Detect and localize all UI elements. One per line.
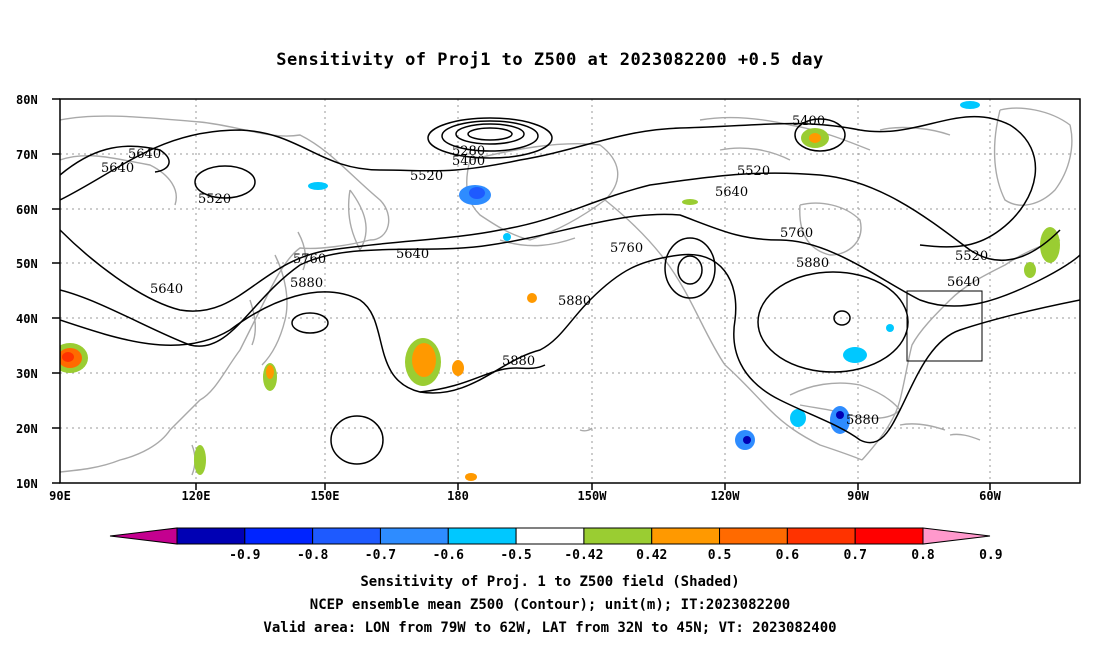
lon-label-90w: 90W (847, 489, 869, 503)
contour-labels: 5280 5400 5400 5520 5520 5520 5520 5640 … (101, 114, 988, 428)
colorbar-swatch (244, 527, 314, 545)
contour-label-5640: 5640 (101, 161, 134, 176)
contour-label-5400: 5400 (452, 154, 485, 169)
colorbar-label: -0.8 (297, 548, 328, 563)
contour-label-5880: 5880 (796, 256, 829, 271)
colorbar-arrow-high (922, 527, 991, 545)
lat-label-60n: 60N (16, 203, 38, 217)
colorbar-label: 0.9 (979, 548, 1002, 563)
valid-area-box (906, 290, 983, 362)
contour-label-5520: 5520 (737, 164, 770, 179)
colorbar-label: 0.8 (911, 548, 935, 563)
colorbar-label: 0.5 (708, 548, 731, 563)
lon-label-150w: 150W (578, 489, 608, 503)
contour-label-5640: 5640 (150, 282, 183, 297)
lon-label-120w: 120W (711, 489, 741, 503)
colorbar-swatch (447, 527, 517, 545)
lat-label-50n: 50N (16, 257, 38, 271)
colorbar-swatch (312, 527, 381, 545)
colorbar-label: -0.9 (229, 548, 260, 563)
colorbar-swatch (651, 527, 721, 545)
lat-label-20n: 20N (16, 422, 38, 436)
contour-label-5880: 5880 (502, 354, 535, 369)
caption-line-1: Sensitivity of Proj. 1 to Z500 field (Sh… (360, 574, 740, 590)
colorbar-swatch (176, 527, 246, 545)
contour-label-5880: 5880 (558, 294, 591, 309)
colorbar-swatch (515, 527, 585, 545)
coastlines (60, 107, 1073, 476)
colorbar-swatch (719, 527, 788, 545)
contour-label-5640: 5640 (947, 275, 980, 290)
lat-label-70n: 70N (16, 148, 38, 162)
caption-line-3: Valid area: LON from 79W to 62W, LAT fro… (263, 620, 837, 636)
lat-label-80n: 80N (16, 93, 38, 107)
colorbar: -0.9 -0.8 -0.7 -0.6 -0.5 -0.42 0.42 0.5 0.6 0.7 0.… (109, 527, 1003, 563)
longitude-labels: 90E 120E 150E 180 150W 120W 90W 60W (49, 489, 1001, 503)
contour-label-5640: 5640 (715, 185, 748, 200)
colorbar-swatch (583, 527, 653, 545)
lon-label-150e: 150E (311, 489, 340, 503)
colorbar-label: 0.7 (843, 548, 866, 563)
lon-label-180: 180 (447, 489, 469, 503)
contour-label-5760: 5760 (780, 226, 813, 241)
colorbar-swatch (786, 527, 856, 545)
lon-label-60w: 60W (979, 489, 1001, 503)
lat-label-10n: 10N (16, 477, 38, 491)
grid-lines (60, 99, 1080, 483)
lat-label-30n: 30N (16, 367, 38, 381)
contour-label-5760: 5760 (293, 252, 326, 267)
map-title: Sensitivity of Proj1 to Z500 at 20230822… (276, 50, 824, 70)
contour-label-5640: 5640 (396, 247, 429, 262)
contour-label-5880: 5880 (846, 413, 879, 428)
contour-label-5280: 5280 (452, 144, 485, 159)
contour-label-5760: 5760 (610, 241, 643, 256)
colorbar-label: -0.7 (365, 548, 396, 563)
contour-label-5880: 5880 (290, 276, 323, 291)
contour-label-5640: 5640 (128, 147, 161, 162)
sensitivity-shading (60, 101, 1060, 481)
colorbar-label: 0.42 (636, 548, 667, 563)
caption-line-2: NCEP ensemble mean Z500 (Contour); unit(… (309, 597, 791, 613)
colorbar-swatch (854, 527, 924, 545)
colorbar-label: -0.6 (433, 548, 464, 563)
colorbar-label: -0.5 (500, 548, 531, 563)
colorbar-swatch (379, 527, 449, 545)
lat-label-40n: 40N (16, 312, 38, 326)
map-frame (59, 98, 1081, 484)
contour-label-5400: 5400 (792, 114, 825, 129)
axis-ticks (52, 98, 991, 490)
colorbar-label: 0.6 (776, 548, 800, 563)
contour-label-5520: 5520 (955, 249, 988, 264)
contour-label-5520: 5520 (410, 169, 443, 184)
colorbar-arrow-low (109, 527, 178, 545)
lon-label-120e: 120E (182, 489, 211, 503)
lon-label-90e: 90E (49, 489, 71, 503)
latitude-labels: 80N 70N 60N 50N 40N 30N 20N 10N (16, 93, 38, 491)
colorbar-label: -0.42 (564, 548, 603, 563)
contour-label-5520: 5520 (198, 192, 231, 207)
z500-contours (60, 116, 1080, 465)
